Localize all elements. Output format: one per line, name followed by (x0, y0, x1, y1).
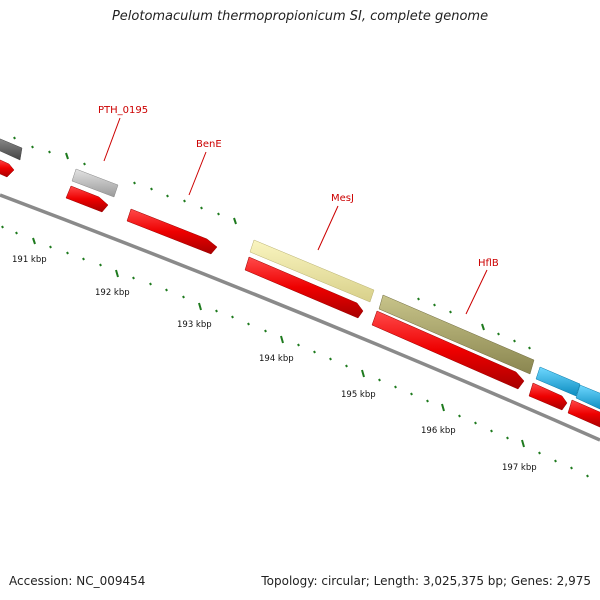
inner-scale-ring (1, 225, 589, 478)
cds-arrow (528, 382, 568, 411)
gene-label-text: PTH_0195 (98, 105, 148, 116)
gene-cyan-1 (535, 366, 581, 397)
cds-arrow (0, 159, 15, 178)
tick-label-192: 192 kbp (95, 288, 130, 298)
tick-label-191: 191 kbp (12, 255, 47, 265)
map-title: Pelotomaculum thermopropionicum SI, comp… (111, 9, 489, 24)
gene-label-text: HflB (478, 258, 499, 269)
gene-label-text: MesJ (331, 193, 354, 204)
tick-label-196: 196 kbp (421, 426, 456, 436)
gene-mesj (249, 239, 375, 303)
cds-arrow (65, 185, 109, 213)
gene-cyan-2 (575, 384, 600, 410)
topology-text: Topology: circular; Length: 3,025,375 bp… (261, 574, 591, 588)
gene-label-mesj: MesJ (317, 193, 354, 251)
tick-label-193: 193 kbp (177, 320, 212, 330)
gene-label-hflb: HflB (465, 258, 499, 315)
tick-label-195: 195 kbp (341, 390, 376, 400)
gene-label-pth-0195: PTH_0195 (98, 105, 148, 162)
gene-hflb (378, 294, 535, 375)
cds-arrow (126, 208, 218, 255)
gene-label-text: BenE (196, 139, 222, 150)
tick-label-194: 194 kbp (259, 354, 294, 364)
cds-arrow (244, 256, 364, 319)
cds-arrow (567, 399, 600, 428)
genome-backbone (0, 193, 600, 442)
outer-tick-ring (13, 136, 531, 350)
gene-pth-0195 (71, 168, 119, 198)
accession-text: Accession: NC_009454 (9, 574, 146, 588)
tick-label-197: 197 kbp (502, 463, 537, 473)
gene-label-bene: BenE (188, 139, 222, 196)
gene-dark-gray (0, 138, 23, 161)
cds-arrow (371, 310, 525, 390)
